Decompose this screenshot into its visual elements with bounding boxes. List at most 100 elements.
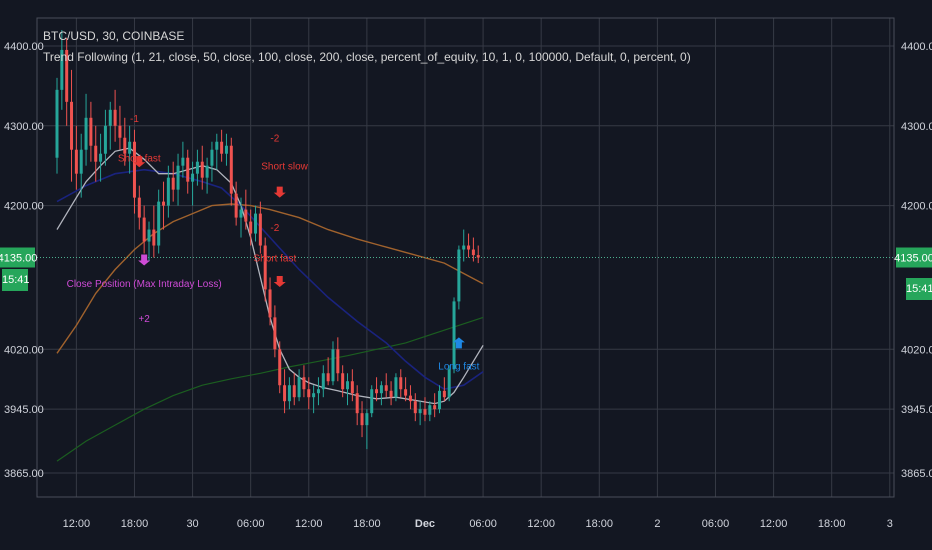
candle[interactable] xyxy=(254,205,258,242)
candle[interactable] xyxy=(418,401,422,426)
candle[interactable] xyxy=(399,369,403,398)
candle[interactable] xyxy=(60,29,64,110)
candle[interactable] xyxy=(229,137,233,206)
candle[interactable] xyxy=(408,385,412,410)
candle[interactable] xyxy=(157,189,161,254)
candle[interactable] xyxy=(210,141,214,182)
candle[interactable] xyxy=(355,385,359,426)
last-price-label: 4135.00 xyxy=(0,253,37,265)
candle-body xyxy=(331,349,335,382)
candle[interactable] xyxy=(128,125,132,174)
candle[interactable] xyxy=(152,205,156,258)
candle[interactable] xyxy=(438,385,442,414)
candle[interactable] xyxy=(370,385,374,418)
candle[interactable] xyxy=(471,237,475,262)
candle[interactable] xyxy=(404,377,408,402)
candle[interactable] xyxy=(55,77,59,174)
candle[interactable] xyxy=(147,221,151,262)
candle[interactable] xyxy=(79,133,83,198)
candle[interactable] xyxy=(176,153,180,206)
candle[interactable] xyxy=(423,397,427,422)
candle[interactable] xyxy=(70,69,74,182)
candle[interactable] xyxy=(123,117,127,166)
candle[interactable] xyxy=(307,377,311,410)
candle[interactable] xyxy=(379,381,383,406)
candle[interactable] xyxy=(346,373,350,406)
candle[interactable] xyxy=(331,341,335,386)
candle[interactable] xyxy=(166,165,170,218)
candle-body xyxy=(350,381,354,394)
candle[interactable] xyxy=(312,385,316,414)
candle[interactable] xyxy=(375,377,379,402)
candle[interactable] xyxy=(186,149,190,194)
candle[interactable] xyxy=(258,201,262,254)
candlesticks[interactable] xyxy=(55,29,480,450)
candle[interactable] xyxy=(89,101,93,162)
candle[interactable] xyxy=(273,305,277,358)
candle[interactable] xyxy=(244,189,248,230)
candle[interactable] xyxy=(234,181,238,226)
candle[interactable] xyxy=(162,181,166,230)
candle[interactable] xyxy=(191,161,195,206)
candle[interactable] xyxy=(99,133,103,182)
candle[interactable] xyxy=(447,365,451,402)
candle[interactable] xyxy=(476,245,480,264)
candle-body xyxy=(394,377,398,398)
candle[interactable] xyxy=(287,377,291,410)
candle[interactable] xyxy=(74,125,78,190)
candle[interactable] xyxy=(336,337,340,382)
candle[interactable] xyxy=(326,357,330,386)
candle[interactable] xyxy=(292,373,296,406)
candle[interactable] xyxy=(249,209,253,246)
candle[interactable] xyxy=(389,381,393,406)
candle[interactable] xyxy=(224,133,228,166)
candle[interactable] xyxy=(278,341,282,394)
candle[interactable] xyxy=(462,229,466,262)
candle[interactable] xyxy=(200,145,204,190)
candle[interactable] xyxy=(181,141,185,178)
symbol-title[interactable]: BTC/USD, 30, COINBASE xyxy=(43,29,185,43)
candle[interactable] xyxy=(428,401,432,422)
candle[interactable] xyxy=(84,93,88,166)
candle[interactable] xyxy=(65,37,69,126)
axes[interactable]: 4400.00 4400.00 4300.00 4300.00 4200.00 4200.… xyxy=(0,41,932,530)
candle[interactable] xyxy=(384,373,388,398)
candle[interactable] xyxy=(137,185,141,230)
candle[interactable] xyxy=(263,237,267,302)
candle[interactable] xyxy=(321,365,325,398)
signal-label: Long fast xyxy=(438,361,479,372)
candle[interactable] xyxy=(94,125,98,182)
candle[interactable] xyxy=(215,133,219,170)
candle[interactable] xyxy=(452,297,456,374)
candle[interactable] xyxy=(171,161,175,202)
candle[interactable] xyxy=(132,129,136,214)
candle[interactable] xyxy=(316,377,320,406)
candle[interactable] xyxy=(360,401,364,438)
candle[interactable] xyxy=(205,157,209,194)
candle[interactable] xyxy=(433,393,437,418)
candle[interactable] xyxy=(113,89,117,142)
candle[interactable] xyxy=(467,233,471,258)
candle-body xyxy=(171,177,175,190)
candle[interactable] xyxy=(268,277,272,326)
candle[interactable] xyxy=(142,205,146,254)
candle[interactable] xyxy=(283,369,287,414)
candle-body xyxy=(186,157,190,182)
candle[interactable] xyxy=(457,245,461,310)
candle[interactable] xyxy=(442,377,446,402)
candle[interactable] xyxy=(239,197,243,238)
indicator-legend[interactable]: Trend Following (1, 21, close, 50, close… xyxy=(43,50,691,64)
candle[interactable] xyxy=(350,369,354,402)
candle[interactable] xyxy=(365,409,369,450)
candle[interactable] xyxy=(394,373,398,402)
candle[interactable] xyxy=(341,365,345,398)
candle[interactable] xyxy=(195,149,199,186)
candle[interactable] xyxy=(103,109,107,166)
candle[interactable] xyxy=(413,393,417,422)
candle[interactable] xyxy=(118,105,122,150)
candle[interactable] xyxy=(297,369,301,402)
candle[interactable] xyxy=(302,365,306,398)
candle[interactable] xyxy=(220,129,224,162)
candle[interactable] xyxy=(108,101,112,150)
